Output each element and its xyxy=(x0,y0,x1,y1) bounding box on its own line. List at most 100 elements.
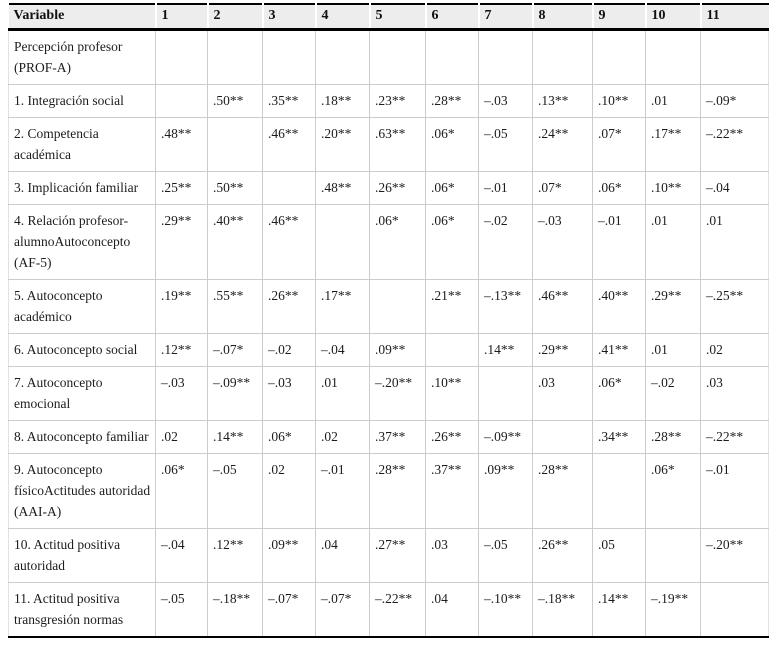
correlation-cell: .28** xyxy=(369,453,426,529)
table-row: 3. Implicación familiar .25** .50** .48** .2… xyxy=(8,171,769,205)
correlation-cell xyxy=(262,171,316,205)
correlation-cell: .24** xyxy=(532,117,593,172)
table-row: 5. Autoconcepto académico .19** .55** .26**… xyxy=(8,279,769,334)
correlation-cell: .02 xyxy=(315,420,370,454)
correlation-cell: –.05 xyxy=(478,528,533,583)
correlation-cell xyxy=(315,204,370,280)
table-row: 4. Relación profesor-alumnoAutoconcepto … xyxy=(8,204,769,280)
correlation-cell: –.10** xyxy=(478,582,533,637)
correlation-cell: .01 xyxy=(645,84,701,118)
correlation-cell: –.02 xyxy=(262,333,316,367)
correlation-cell: –.01 xyxy=(478,171,533,205)
table-row: 11. Actitud positiva transgresión normas… xyxy=(8,582,769,637)
correlation-cell: .09** xyxy=(478,453,533,529)
correlation-cell xyxy=(425,29,479,85)
correlation-cell: .06* xyxy=(155,453,208,529)
correlation-cell: .46** xyxy=(262,117,316,172)
column-header-1: 1 xyxy=(155,4,209,31)
correlation-cell: .06* xyxy=(592,171,646,205)
correlation-cell: .07* xyxy=(592,117,646,172)
row-label: 3. Implicación familiar xyxy=(8,171,156,205)
correlation-cell: –.07* xyxy=(315,582,370,637)
correlation-cell: .41** xyxy=(592,333,646,367)
correlation-cell: .10** xyxy=(645,171,701,205)
correlation-cell: –.07* xyxy=(207,333,263,367)
table-body: Percepción profesor (PROF-A) 1. Integraci… xyxy=(8,29,769,637)
correlation-cell: .50** xyxy=(207,84,263,118)
correlation-cell xyxy=(700,582,769,637)
correlation-cell: –.03 xyxy=(532,204,593,280)
correlation-cell: .02 xyxy=(155,420,208,454)
correlation-cell: .34** xyxy=(592,420,646,454)
row-label: 4. Relación profesor-alumnoAutoconcepto … xyxy=(8,204,156,280)
correlation-cell xyxy=(592,453,646,529)
correlation-cell: –.07* xyxy=(262,582,316,637)
correlation-cell xyxy=(645,29,701,85)
table-row: 8. Autoconcepto familiar .02.14** .06* .02.… xyxy=(8,420,769,454)
correlation-cell xyxy=(478,366,533,421)
correlation-cell xyxy=(700,29,769,85)
correlation-cell: –.25** xyxy=(700,279,769,334)
correlation-cell xyxy=(262,29,316,85)
correlation-cell: .02 xyxy=(262,453,316,529)
correlation-cell xyxy=(532,29,593,85)
correlation-cell: –.18** xyxy=(207,582,263,637)
correlation-cell xyxy=(645,528,701,583)
column-header-10: 10 xyxy=(645,4,702,31)
correlation-cell: .20** xyxy=(315,117,370,172)
correlation-cell: –.09** xyxy=(207,366,263,421)
correlation-cell: .03 xyxy=(532,366,593,421)
correlation-cell xyxy=(207,29,263,85)
correlation-cell xyxy=(532,420,593,454)
correlation-cell: .01 xyxy=(700,204,769,280)
column-header-11: 11 xyxy=(700,4,769,31)
correlation-table: Variable 1 2 3 4 5 6 7 8 9 10 11 Percepción profeso… xyxy=(8,3,769,638)
row-label: 7. Autoconcepto emocional xyxy=(8,366,156,421)
correlation-cell: .26** xyxy=(425,420,479,454)
correlation-cell: .50** xyxy=(207,171,263,205)
correlation-cell: .23** xyxy=(369,84,426,118)
correlation-cell: .06* xyxy=(645,453,701,529)
correlation-cell: .28** xyxy=(532,453,593,529)
correlation-cell: .46** xyxy=(262,204,316,280)
column-header-7: 7 xyxy=(478,4,534,31)
correlation-cell xyxy=(155,84,208,118)
correlation-cell: –.01 xyxy=(700,453,769,529)
correlation-cell: –.03 xyxy=(155,366,208,421)
correlation-cell: .40** xyxy=(207,204,263,280)
correlation-cell: –.20** xyxy=(700,528,769,583)
correlation-cell: .17** xyxy=(645,117,701,172)
correlation-cell: .26** xyxy=(532,528,593,583)
correlation-cell: .04 xyxy=(315,528,370,583)
correlation-cell: –.02 xyxy=(478,204,533,280)
correlation-cell: –.22** xyxy=(700,117,769,172)
correlation-cell: –.04 xyxy=(700,171,769,205)
correlation-cell: .55** xyxy=(207,279,263,334)
correlation-cell: .06* xyxy=(262,420,316,454)
correlation-cell: –.03 xyxy=(262,366,316,421)
row-label: 6. Autoconcepto social xyxy=(8,333,156,367)
correlation-cell: –.22** xyxy=(369,582,426,637)
table-row: 1. Integración social .50** .35** .18** .23*… xyxy=(8,84,769,118)
correlation-cell: –.04 xyxy=(155,528,208,583)
table-row: 7. Autoconcepto emocional –.03 –.09** –.03.… xyxy=(8,366,769,421)
column-header-5: 5 xyxy=(369,4,427,31)
row-label: 10. Actitud positiva autoridad xyxy=(8,528,156,583)
correlation-cell: –.05 xyxy=(478,117,533,172)
table-row: Percepción profesor (PROF-A) xyxy=(8,29,769,85)
table-row: 10. Actitud positiva autoridad –.04.12**.… xyxy=(8,528,769,583)
correlation-cell: .27** xyxy=(369,528,426,583)
correlation-cell xyxy=(369,279,426,334)
column-header-2: 2 xyxy=(207,4,264,31)
correlation-cell: .14** xyxy=(478,333,533,367)
correlation-cell: .29** xyxy=(155,204,208,280)
correlation-cell: .06* xyxy=(425,204,479,280)
correlation-cell: –.19** xyxy=(645,582,701,637)
column-header-variable: Variable xyxy=(8,4,157,31)
correlation-cell xyxy=(478,29,533,85)
correlation-cell: –.13** xyxy=(478,279,533,334)
correlation-cell: .37** xyxy=(369,420,426,454)
correlation-cell: .03 xyxy=(700,366,769,421)
table-row: 6. Autoconcepto social .12** –.07* –.02 –.04… xyxy=(8,333,769,367)
